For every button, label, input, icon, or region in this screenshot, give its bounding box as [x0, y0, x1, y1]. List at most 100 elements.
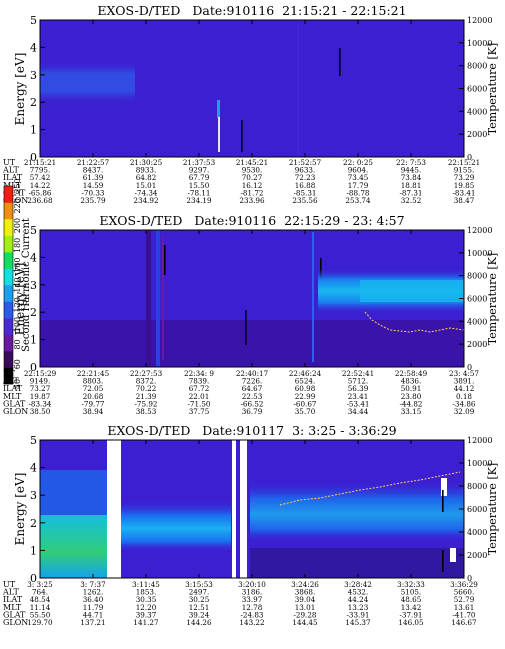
orbit-value: 67.79	[189, 173, 210, 182]
orbit-value: -41.70	[452, 610, 475, 619]
orbit-value: 9297.	[189, 166, 210, 175]
orbit-value: 33.97	[242, 595, 263, 604]
dark-region	[40, 320, 464, 367]
orbit-row-label: ALT	[2, 588, 19, 597]
orbit-value: -65.86	[28, 188, 51, 197]
orbit-value: 22:46:24	[289, 369, 322, 378]
orbit-value: -60.67	[293, 399, 316, 408]
orbit-value: 30.35	[136, 595, 157, 604]
orbit-value: 3:20:10	[238, 580, 266, 589]
y2-tick-label: 10000	[467, 249, 492, 258]
orbit-value: 9530.	[242, 166, 263, 175]
data-gap	[240, 440, 247, 578]
hot-band	[121, 500, 231, 552]
orbit-value: 1853.	[136, 588, 157, 597]
orbit-table: UTALTILATMLTGLATGLON22:15:299149.73.2719…	[2, 369, 479, 416]
orbit-value: -29.28	[293, 610, 316, 619]
hot-band	[40, 470, 108, 515]
orbit-value: 143.22	[239, 618, 264, 627]
orbit-value: 2497.	[189, 588, 210, 597]
orbit-value: 234.19	[186, 196, 212, 205]
orbit-value: 144.45	[292, 618, 318, 627]
orbit-row-label: GLON	[3, 618, 28, 627]
y2-tick-label: 2000	[467, 130, 487, 139]
orbit-value: 8933.	[136, 166, 157, 175]
orbit-value: 48.54	[30, 595, 51, 604]
orbit-row-label: ILAT	[3, 384, 23, 393]
orbit-value: 17.79	[348, 181, 369, 190]
hot-band	[250, 480, 464, 542]
orbit-value: 144.26	[186, 618, 212, 627]
colorbar-tick-label: 250	[13, 178, 22, 193]
y-tick-label: 3	[30, 489, 37, 502]
orbit-table: UTALTILATMLTGLATGLON21:15:217795.57.4214…	[2, 158, 480, 205]
orbit-value: 8803.	[83, 377, 104, 386]
colorbar-tick-label: 180	[13, 238, 22, 253]
orbit-value: -37.91	[399, 610, 422, 619]
orbit-value: 64.67	[242, 384, 263, 393]
orbit-value: 67.72	[189, 384, 210, 393]
orbit-value: -24.83	[240, 610, 263, 619]
orbit-value: 9149.	[30, 377, 51, 386]
streak	[156, 230, 160, 367]
gap-marker	[164, 245, 166, 275]
orbit-value: 23.41	[348, 392, 369, 401]
y2-tick-label: 4000	[467, 107, 487, 116]
y-tick-label: 1	[30, 334, 37, 347]
temperature-trace	[364, 311, 465, 333]
y-tick-label: 2	[30, 96, 37, 109]
colorbar-ticks: 40 60 80 100 120 140 160 180 200 220 250	[13, 178, 22, 389]
orbit-value: 12.51	[189, 603, 210, 612]
orbit-value: 9155.	[454, 166, 475, 175]
heatmap-features	[40, 20, 341, 157]
gap-marker	[442, 550, 444, 572]
orbit-value: 39.24	[189, 610, 210, 619]
orbit-value: 36.40	[83, 595, 104, 604]
orbit-value: 137.21	[80, 618, 105, 627]
orbit-value: 5660.	[454, 588, 475, 597]
orbit-value: -81.72	[240, 188, 263, 197]
y2-tick-label: 10000	[467, 459, 492, 468]
orbit-value: 38.47	[454, 196, 475, 205]
orbit-row-label: GLAT	[3, 399, 26, 408]
orbit-value: 18.81	[401, 181, 422, 190]
hot-band-core	[360, 280, 464, 302]
orbit-value: -66.52	[240, 399, 263, 408]
orbit-value: 19.85	[454, 181, 475, 190]
orbit-value: 22: 0:25	[343, 158, 373, 167]
orbit-value: -83.34	[28, 399, 51, 408]
orbit-value: 4532.	[348, 588, 369, 597]
y2-tick-label: 0	[467, 153, 472, 162]
orbit-value: 7226.	[242, 377, 263, 386]
gap-marker	[442, 490, 444, 512]
orbit-value: 13.61	[454, 603, 475, 612]
gap-marker	[241, 120, 243, 152]
y2-tick-label: 8000	[467, 482, 487, 491]
orbit-value: 21:22:57	[77, 158, 110, 167]
orbit-value: 44.24	[348, 595, 369, 604]
orbit-value: 38.53	[136, 407, 157, 416]
colorbar-tick-label: 80	[13, 339, 22, 349]
colorbar-frame	[3, 185, 14, 385]
temperature-trace	[279, 471, 461, 506]
orbit-value: 37.75	[189, 407, 210, 416]
orbit-value: -79.77	[81, 399, 104, 408]
colorbar: 40 60 80 100 120 140 160 180 200 220 250 Second Ha…	[3, 178, 32, 389]
y2-axis-label: Temperature [K]	[486, 253, 499, 345]
y2-axis-label: Temperature [K]	[486, 463, 499, 555]
panel-1: EXOS-D/TED Date:910116 21:15:21 - 22:15:…	[2, 3, 499, 205]
orbit-value: 36.79	[242, 407, 263, 416]
orbit-value: 22.53	[242, 392, 263, 401]
orbit-row-label: UT	[3, 158, 16, 167]
data-gap	[450, 548, 456, 562]
emission-streak	[217, 100, 220, 118]
colorbar-cell	[4, 219, 13, 236]
panel-2: EXOS-D/TED Date:910116 22:15:29 - 23: 4:…	[2, 213, 499, 416]
y-tick-label: 4	[30, 41, 37, 54]
data-gap	[232, 440, 236, 578]
orbit-value: 3:36:29	[450, 580, 478, 589]
orbit-value: 3:11:45	[132, 580, 160, 589]
orbit-value: 73.84	[401, 173, 422, 182]
orbit-value: 141.27	[133, 618, 159, 627]
